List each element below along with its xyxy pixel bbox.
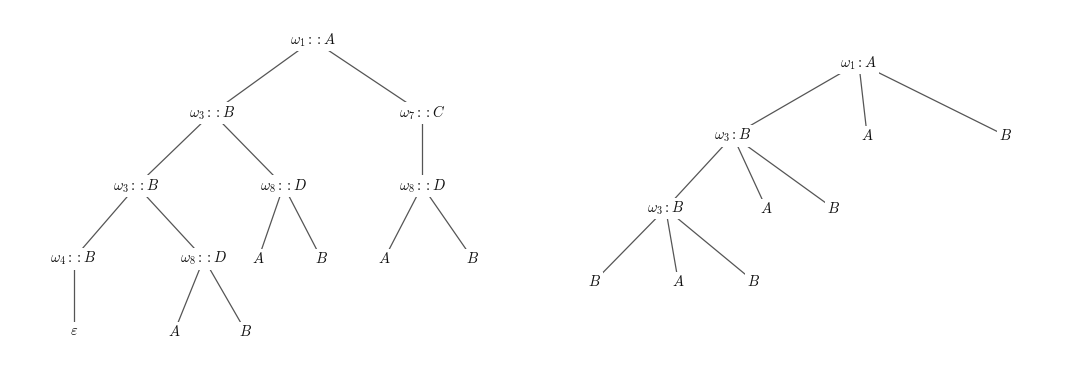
Text: $\varepsilon$: $\varepsilon$ bbox=[70, 324, 78, 338]
Text: $\omega_3 :: B$: $\omega_3 :: B$ bbox=[114, 177, 160, 195]
Text: $A$: $A$ bbox=[378, 251, 391, 266]
Text: $B$: $B$ bbox=[239, 324, 253, 339]
Text: $\omega_7 :: C$: $\omega_7 :: C$ bbox=[398, 104, 446, 122]
Text: $A$: $A$ bbox=[672, 274, 684, 289]
Text: $A$: $A$ bbox=[760, 201, 772, 216]
Text: $\omega_8 :: D$: $\omega_8 :: D$ bbox=[398, 177, 446, 195]
Text: $A$: $A$ bbox=[252, 251, 265, 266]
Text: $\omega_8 :: D$: $\omega_8 :: D$ bbox=[260, 177, 307, 195]
Text: $B$: $B$ bbox=[588, 274, 601, 289]
Text: $\omega_3 : B$: $\omega_3 : B$ bbox=[647, 200, 684, 217]
Text: $\omega_1 : A$: $\omega_1 : A$ bbox=[841, 54, 877, 72]
Text: $B$: $B$ bbox=[466, 251, 479, 266]
Text: $\omega_3 : B$: $\omega_3 : B$ bbox=[714, 127, 752, 145]
Text: $\omega_4 :: B$: $\omega_4 :: B$ bbox=[50, 250, 96, 267]
Text: $B$: $B$ bbox=[827, 201, 840, 216]
Text: $B$: $B$ bbox=[748, 274, 760, 289]
Text: $\omega_1 :: A$: $\omega_1 :: A$ bbox=[290, 31, 336, 49]
Text: $B$: $B$ bbox=[999, 128, 1012, 143]
Text: $\omega_8 :: D$: $\omega_8 :: D$ bbox=[180, 250, 227, 267]
Text: $A$: $A$ bbox=[861, 128, 874, 143]
Text: $A$: $A$ bbox=[168, 324, 181, 339]
Text: $B$: $B$ bbox=[315, 251, 328, 266]
Text: $\omega_3 :: B$: $\omega_3 :: B$ bbox=[188, 104, 236, 122]
